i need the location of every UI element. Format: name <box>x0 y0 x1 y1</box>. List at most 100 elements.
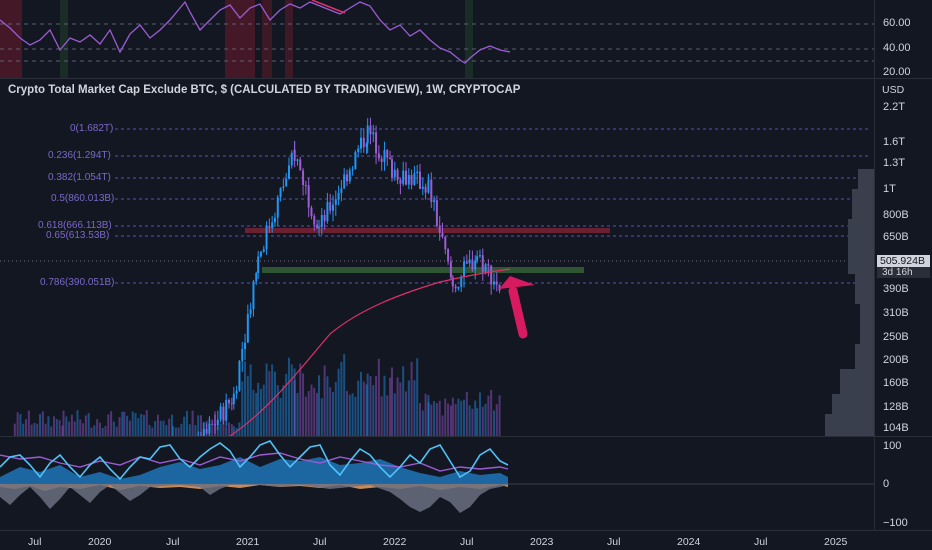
volume-bar <box>87 413 90 436</box>
candle-body <box>471 259 474 270</box>
volume-bar <box>337 368 340 436</box>
time-tick-2022: 2022 <box>383 536 407 548</box>
volume-bar <box>27 410 30 436</box>
volume-bar <box>372 385 375 436</box>
candle-body <box>238 361 241 391</box>
candle-body <box>337 192 340 200</box>
candle-body <box>332 204 334 211</box>
volume-bar <box>219 423 222 436</box>
volume-bar <box>383 375 386 436</box>
volume-bar <box>159 420 162 436</box>
rsi-highlight-5 <box>60 0 68 78</box>
volume-bar <box>332 391 334 436</box>
candle-body <box>265 226 268 250</box>
volume-bar <box>154 420 157 436</box>
volume-bar <box>172 426 174 436</box>
volume-bar <box>478 392 481 436</box>
candle-body <box>293 149 296 161</box>
candle-body <box>424 186 427 193</box>
candle-body <box>205 429 208 434</box>
volume-bar <box>279 397 282 436</box>
volume-bar <box>112 421 115 436</box>
volume-bar <box>156 414 159 436</box>
candle-body <box>290 152 293 166</box>
fib-label-0786: 0.786(390.051B) <box>40 277 115 288</box>
volume-bar <box>495 404 498 436</box>
volume-bar <box>441 415 444 436</box>
candle-body <box>228 399 230 404</box>
arrow-head <box>499 276 535 289</box>
rsi-highlight-6 <box>465 0 473 78</box>
volume-bar <box>471 408 474 436</box>
volume-bar <box>465 391 468 436</box>
candle-body <box>214 424 216 426</box>
candle-body <box>259 251 262 257</box>
vp-bar-9 <box>825 414 874 436</box>
price-tick-200B: 200B <box>883 354 909 366</box>
oscillator-axis: 100 0 −100 <box>874 437 932 530</box>
volume-bar <box>362 381 365 436</box>
candle-body <box>285 178 288 187</box>
rsi-pane <box>0 0 874 78</box>
price-tick-2.2T: 2.2T <box>883 101 906 113</box>
volume-bar <box>142 415 145 436</box>
volume-bar <box>107 414 110 436</box>
price-pane[interactable]: Crypto Total Market Cap Exclude BTC, $ (… <box>0 79 874 436</box>
rsi-tick-60: 60.00 <box>883 17 911 29</box>
volume-bar <box>427 395 430 436</box>
volume-bar <box>118 417 121 436</box>
volume-bar <box>343 354 346 436</box>
volume-bar <box>241 381 244 436</box>
last-price-tag: 505.924B <box>877 255 930 267</box>
candle-body <box>492 281 495 285</box>
candle-body <box>323 215 326 222</box>
volume-bar <box>110 411 113 436</box>
volume-bar <box>326 376 329 436</box>
candle-body <box>340 188 343 193</box>
fib-label-065: 0.65(613.53B) <box>46 230 110 241</box>
volume-bar <box>447 403 450 436</box>
osc-tick-100: 100 <box>883 440 902 452</box>
candle-body <box>326 202 329 222</box>
volume-bar <box>366 373 369 436</box>
candle-body <box>208 423 211 434</box>
candle-body <box>302 170 305 185</box>
volume-bar <box>318 375 320 436</box>
time-axis[interactable]: Jul 2020 Jul 2021 Jul 2022 Jul 2023 Jul … <box>0 530 932 550</box>
volume-bar <box>302 373 305 436</box>
candle-body <box>405 170 407 185</box>
volume-bar <box>293 368 296 436</box>
volume-bar <box>454 404 457 436</box>
volume-bar <box>70 414 73 436</box>
price-tick-390B: 390B <box>883 283 909 295</box>
candle-body <box>407 174 410 185</box>
candle-body <box>230 403 233 405</box>
vp-bar-6 <box>855 344 874 369</box>
candle-body <box>262 249 265 252</box>
volume-bar <box>53 416 56 436</box>
volume-bar <box>90 427 93 436</box>
volume-bar <box>313 387 316 436</box>
vp-bar-8 <box>832 394 874 414</box>
price-tick-1.3T: 1.3T <box>883 157 906 169</box>
volume-bar <box>131 411 134 436</box>
osc-tick-0: 0 <box>883 478 890 490</box>
osc-slow-line <box>0 452 509 472</box>
volume-bar <box>188 424 191 436</box>
volume-bar <box>168 418 171 436</box>
pane-separator-bottom[interactable] <box>0 436 932 437</box>
volume-bar <box>104 426 107 436</box>
volume-bar <box>346 390 348 436</box>
candle-body <box>287 165 290 179</box>
price-tick-310B: 310B <box>883 307 909 319</box>
volume-bar <box>137 418 140 436</box>
volume-bar <box>22 423 25 436</box>
fib-label-0236: 0.236(1.294T) <box>48 150 111 161</box>
pane-separator-top[interactable] <box>0 78 932 79</box>
volume-bar <box>128 420 131 436</box>
candle-body <box>320 215 323 228</box>
fib-lines <box>115 128 870 284</box>
candle-body <box>244 342 247 350</box>
oscillator-pane[interactable] <box>0 437 874 530</box>
volume-bar <box>123 411 126 436</box>
